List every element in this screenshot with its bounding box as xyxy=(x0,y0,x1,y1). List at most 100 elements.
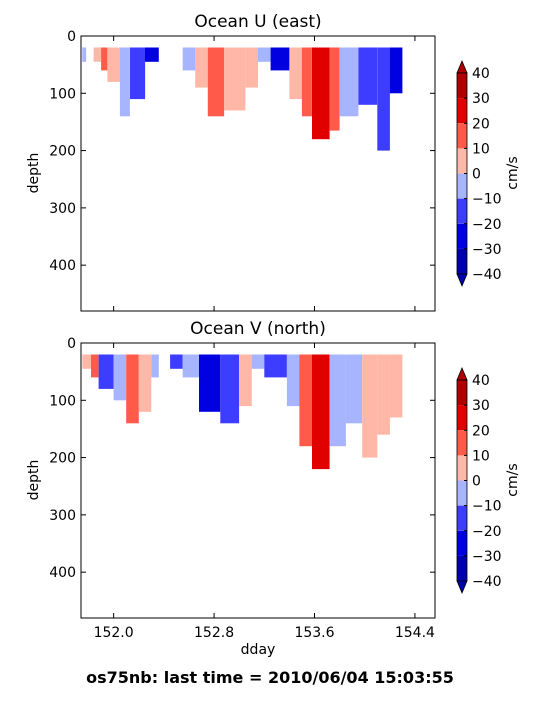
colorbar-extend-max xyxy=(456,59,468,74)
colorbar-swatch xyxy=(457,555,467,581)
heatmap-cell xyxy=(113,354,127,401)
heatmap-cell xyxy=(358,47,378,105)
heatmap-cell xyxy=(345,354,363,424)
heatmap-cell xyxy=(377,354,390,435)
colorbar-tick-label: 30 xyxy=(472,91,490,107)
colorbar-tick-label: 0 xyxy=(472,167,481,183)
panel-ocean-u: Ocean U (east) depth 0 100 200 300 400 xyxy=(26,12,436,312)
y-tick-label: 0 xyxy=(67,29,76,45)
heatmap-cells xyxy=(82,47,403,151)
colorbar-swatch xyxy=(457,223,467,249)
colorbar-tick-label: −10 xyxy=(472,499,502,515)
heatmap-cell xyxy=(98,354,114,389)
heatmap-cell xyxy=(101,47,108,71)
y-tick-label: 200 xyxy=(49,451,76,467)
heatmap-cell xyxy=(182,354,199,378)
heatmap-cell xyxy=(138,354,152,412)
x-tick-label: 152.8 xyxy=(194,625,234,641)
y-axis-label: depth xyxy=(26,153,42,194)
colorbar-tick-label: 0 xyxy=(472,474,481,490)
heatmap-cell xyxy=(224,47,246,111)
heatmap-cell xyxy=(301,47,312,117)
heatmap-cells xyxy=(82,354,403,470)
colorbar-swatch xyxy=(457,405,467,431)
colorbar-tick-label: −20 xyxy=(472,524,502,540)
heatmap-cell xyxy=(251,354,265,369)
heatmap-cell xyxy=(239,354,252,407)
heatmap-cell xyxy=(119,47,130,117)
heatmap-cell xyxy=(389,354,403,418)
heatmap-cell xyxy=(199,354,221,412)
colorbar: −40 −30 −20 −10 0 10 20 30 40 cm/s xyxy=(456,59,521,288)
y-tick-label: 0 xyxy=(67,336,76,352)
heatmap-cell xyxy=(312,354,330,470)
colorbar-tick-label: −40 xyxy=(472,267,502,283)
heatmap-cell xyxy=(289,47,302,100)
colorbar-tick-label: 20 xyxy=(472,423,490,439)
colorbar-extend-min xyxy=(456,273,468,288)
heatmap-cell xyxy=(130,47,146,100)
colorbar-ticks: −40 −30 −20 −10 0 10 20 30 40 xyxy=(464,373,502,590)
y-tick-label: 100 xyxy=(49,393,76,409)
x-tick-label: 152.0 xyxy=(94,625,134,641)
heatmap-cell xyxy=(377,47,390,151)
colorbar-swatch xyxy=(457,248,467,274)
heatmap-cell xyxy=(151,354,159,378)
colorbar-swatch xyxy=(457,380,467,406)
heatmap-cell xyxy=(182,47,196,71)
y-tick-label: 400 xyxy=(49,258,76,274)
colorbar-tick-label: 10 xyxy=(472,141,490,157)
plot-frame xyxy=(80,342,436,619)
x-tick-label: 153.6 xyxy=(294,625,334,641)
colorbar-swatch xyxy=(457,173,467,199)
colorbar-tick-label: −10 xyxy=(472,192,502,208)
colorbar-tick-label: −20 xyxy=(472,217,502,233)
heatmap-cell xyxy=(312,47,330,140)
colorbar-extend-min xyxy=(456,580,468,595)
colorbar-tick-label: 30 xyxy=(472,398,490,414)
heatmap-cell xyxy=(270,47,290,71)
heatmap-cell xyxy=(299,354,312,447)
colorbar-swatch xyxy=(457,73,467,99)
heatmap-cell xyxy=(82,354,92,369)
colorbar-swatch xyxy=(457,98,467,124)
colorbar-swatch xyxy=(457,123,467,149)
colorbar-tick-label: 40 xyxy=(472,373,490,389)
heatmap-cell xyxy=(362,354,378,458)
y-tick-label: 400 xyxy=(49,565,76,581)
colorbar-swatch xyxy=(457,455,467,481)
colorbar-extend-max xyxy=(456,366,468,381)
heatmap-cell xyxy=(82,47,87,62)
colorbar-tick-label: 40 xyxy=(472,66,490,82)
heatmap-cell xyxy=(389,47,403,94)
heatmap-cell xyxy=(91,354,99,378)
heatmap-cell xyxy=(126,354,139,424)
figure-suptitle: os75nb: last time = 2010/06/04 15:03:55 xyxy=(86,668,454,687)
colorbar-ticks: −40 −30 −20 −10 0 10 20 30 40 xyxy=(464,66,502,283)
colorbar: −40 −30 −20 −10 0 10 20 30 40 cm/s xyxy=(456,366,521,595)
colorbar-tick-label: −30 xyxy=(472,242,502,258)
plot-frame xyxy=(80,35,436,312)
colorbar-swatch xyxy=(457,148,467,174)
chart-title: Ocean U (east) xyxy=(194,12,321,32)
y-tick-label: 200 xyxy=(49,144,76,160)
colorbar-swatches xyxy=(456,59,468,288)
y-tick-label: 300 xyxy=(49,201,76,217)
heatmap-cell xyxy=(245,47,258,88)
y-axis-label: depth xyxy=(26,460,42,501)
heatmap-cell xyxy=(220,354,240,424)
x-ticks: 152.0 152.8 153.6 154.4 xyxy=(94,343,435,641)
heatmap-cell xyxy=(107,47,120,82)
panel-ocean-v: Ocean V (north) depth 0 100 200 300 400 152.… xyxy=(26,319,436,658)
heatmap-cell xyxy=(145,47,159,62)
y-ticks: 0 100 200 300 400 xyxy=(49,29,435,274)
x-axis-label: dday xyxy=(241,642,276,658)
heatmap-cell xyxy=(264,354,287,378)
heatmap-cell xyxy=(93,47,102,62)
colorbar-tick-label: 20 xyxy=(472,116,490,132)
colorbar-swatch xyxy=(457,198,467,224)
heatmap-cell xyxy=(258,47,271,62)
colorbar-swatch xyxy=(457,505,467,531)
heatmap-cell xyxy=(195,47,208,88)
